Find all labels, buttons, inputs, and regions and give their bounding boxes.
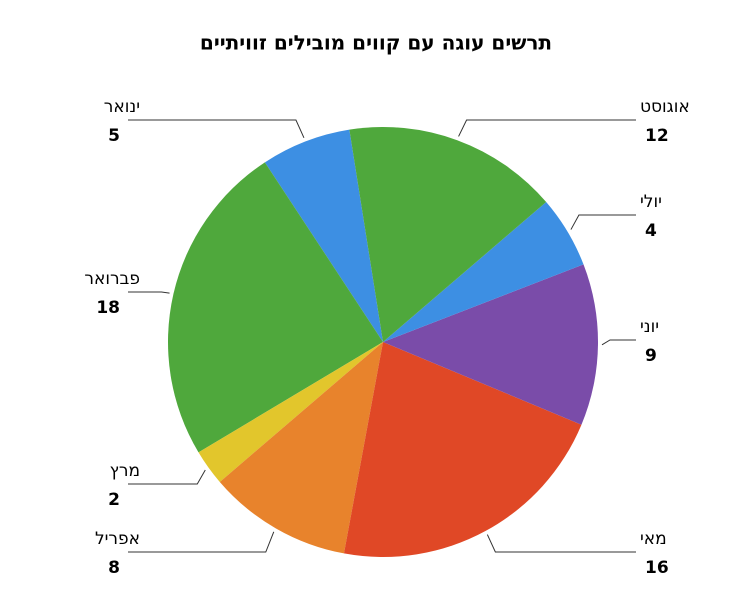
pie-slice [383, 264, 598, 425]
value-label: 2 [108, 490, 120, 510]
pie-slice [264, 129, 383, 342]
leader-line [128, 469, 206, 485]
value-label: 9 [645, 346, 657, 366]
slice-label: פברואר [84, 269, 140, 289]
leader-line [486, 534, 636, 553]
value-label: 5 [108, 126, 120, 146]
leader-line [128, 531, 275, 553]
slice-label: מאי [640, 529, 667, 549]
slice-label: אוגוסט [640, 97, 690, 117]
slice-label: יולי [640, 192, 662, 212]
slice-label: אפריל [95, 529, 140, 549]
slice-label: מרץ [110, 461, 140, 481]
value-label: 8 [108, 558, 120, 578]
pie-slice [343, 342, 582, 557]
pie-slice [219, 342, 383, 554]
leader-line [601, 339, 636, 346]
value-label: 18 [96, 298, 120, 318]
leader-line [128, 291, 170, 294]
leader-line [458, 119, 636, 137]
slice-label: יוני [640, 317, 659, 337]
leader-line [570, 214, 636, 230]
leader-line [128, 119, 305, 138]
value-label: 4 [645, 221, 657, 241]
slice-label: ינואר [104, 97, 140, 117]
value-label: 12 [645, 126, 669, 146]
pie-slice [198, 342, 383, 482]
value-label: 16 [645, 558, 669, 578]
pie-slice [168, 162, 383, 453]
pie-slice [383, 202, 584, 342]
chart-title: תרשים עוגה עם קווים מובילים זוויתיים [200, 31, 552, 55]
pie-slice [349, 127, 547, 342]
